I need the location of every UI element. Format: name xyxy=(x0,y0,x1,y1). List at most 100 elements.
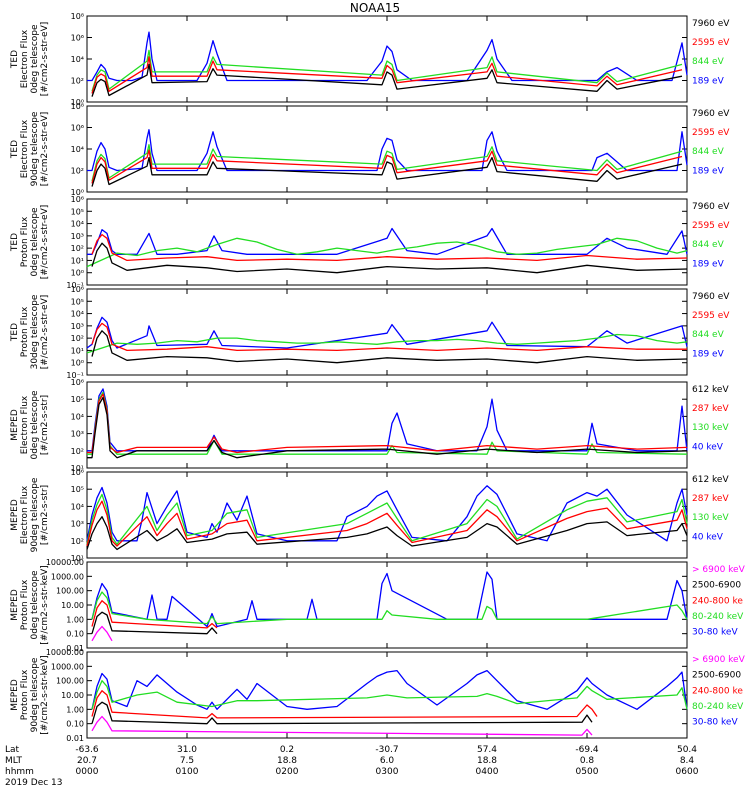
plot-frame xyxy=(86,198,688,286)
x-tick-label-mlt: 7.5 xyxy=(180,756,194,766)
y-axis-label-line: [#/cm2-s-str] xyxy=(40,485,50,545)
series-line-2595-ev xyxy=(91,233,688,262)
y-axis-label-line: MEPED xyxy=(10,499,20,531)
series-line-189-ev xyxy=(87,31,688,82)
y-axis-label: TED Electron Flux 0deg telescope [#/cm2-s-s… xyxy=(10,22,50,97)
series-line-80-240-kev xyxy=(91,680,688,710)
y-axis-label-line: [#/cm2-s-str-keV] xyxy=(40,565,50,644)
y-tick-label: 10⁴ xyxy=(71,502,84,511)
legend-entry: 189 eV xyxy=(692,259,725,269)
legend-entry: 2595 eV xyxy=(692,221,730,231)
panel-8: 0.010.101.0010.00100.001000.0010000.00ME… xyxy=(10,648,746,743)
legend-entry: > 6900 keV xyxy=(692,655,746,665)
x-tick-label-mlt: 18.8 xyxy=(277,756,297,766)
y-axis-label-line: [#/cm2-s-str-keV] xyxy=(40,655,50,734)
series-line-844-ev xyxy=(86,237,688,268)
y-tick-label: 100.00 xyxy=(56,677,84,686)
y-tick-label: 10⁶ xyxy=(71,195,84,204)
x-axis-labels: Lat MLT hhmm 2019 Dec 13 -63.6 31.0 0.2 -30… xyxy=(5,745,699,788)
y-axis-label-line: [#/cm2-s-str-eV] xyxy=(40,295,50,370)
legend-entry: 189 eV xyxy=(692,349,725,359)
y-tick-label: 100.00 xyxy=(56,587,84,596)
legend-entry: 80-240 keV xyxy=(692,612,744,622)
y-axis-label-line: Proton Flux xyxy=(20,669,30,720)
y-tick-label: 10⁵ xyxy=(71,297,84,306)
legend-entry: 40 keV xyxy=(692,442,724,452)
x-tick-label-mlt: 8.4 xyxy=(680,756,695,766)
y-tick-label: 10² xyxy=(71,77,84,86)
y-tick-label: 10³ xyxy=(71,232,84,241)
y-tick-label: 1.00 xyxy=(66,615,84,624)
y-tick-label: 10⁶ xyxy=(71,285,84,294)
y-tick-label: 10⁴ xyxy=(71,145,84,154)
series-line-287-kev xyxy=(86,500,688,547)
x-tick-label-hhmm: 0600 xyxy=(676,767,699,777)
plot-frame xyxy=(86,15,688,103)
y-tick-label: 10⁴ xyxy=(71,220,84,229)
series-line-612-kev xyxy=(87,396,688,459)
legend-entry: 7960 eV xyxy=(692,202,730,212)
figure-title: NOAA15 xyxy=(350,1,400,15)
y-tick-label: 1.00 xyxy=(66,705,84,714)
y-axis-label: MEPED Proton Flux 0deg telescope [#/cm2-s-s… xyxy=(10,565,50,644)
y-axis-label-line: 90deg telescope xyxy=(30,477,40,552)
legend-entry: 612 keV xyxy=(692,385,729,395)
y-axis-label-line: Proton Flux xyxy=(20,579,30,630)
series-line-189-ev xyxy=(87,227,688,255)
y-tick-label: 10⁴ xyxy=(71,412,84,421)
y-tick-label: 10⁰ xyxy=(71,188,84,197)
x-tick-label-mlt: 20.7 xyxy=(77,756,97,766)
panel-5: 10¹ 10² 10³ 10⁴ 10⁵ 10⁶ MEPED Electron Flux 0deg… xyxy=(10,378,729,473)
legend-entry: > 6900 keV xyxy=(692,565,746,575)
y-tick-label: 10¹ xyxy=(71,346,84,355)
y-tick-label: 10⁻¹ xyxy=(66,371,84,380)
y-axis-label-line: MEPED xyxy=(10,589,20,621)
y-tick-label: 1000.00 xyxy=(51,572,84,581)
series-line-240-800-ke xyxy=(91,600,218,629)
x-tick-label-hhmm: 0400 xyxy=(476,767,499,777)
series-line--6900-kev xyxy=(91,715,593,736)
series-line-7960-ev xyxy=(91,156,683,187)
y-tick-label: 10⁵ xyxy=(71,485,84,494)
legend-entry: 30-80 keV xyxy=(692,628,738,638)
series-line-2500-6900 xyxy=(91,611,218,635)
y-tick-label: 10² xyxy=(71,167,84,176)
legend-entry: 287 keV xyxy=(692,404,729,414)
y-tick-label: 10³ xyxy=(71,322,84,331)
x-tick-label-mlt: 18.8 xyxy=(477,756,497,766)
y-tick-label: 10⁻¹ xyxy=(66,281,84,290)
y-axis-label-line: [#/cm2-s-str-eV] xyxy=(40,112,50,187)
y-tick-label: 10000.00 xyxy=(46,558,84,567)
y-axis-label-line: 90deg telescope xyxy=(30,111,40,186)
y-tick-label: 10.00 xyxy=(61,601,84,610)
series-line-80-240-kev xyxy=(91,591,688,625)
legend-entry: 30-80 keV xyxy=(692,718,738,728)
y-axis-label-line: Proton Flux xyxy=(20,306,30,357)
x-tick-label-lat: -30.7 xyxy=(375,745,398,755)
panel-2: 10⁰ 10² 10⁴ 10⁶ 10⁸ TED Electron Flux 90deg tel… xyxy=(10,102,730,197)
series-line-189-ev xyxy=(87,129,688,172)
y-tick-label: 10² xyxy=(71,447,84,456)
y-axis-label-line: Proton Flux xyxy=(20,216,30,267)
y-axis-label: TED Proton Flux 30deg telescope [#/cm2-s-st… xyxy=(10,294,50,369)
x-row-label-lat: Lat xyxy=(5,745,20,755)
legend-entry: 7960 eV xyxy=(692,109,730,119)
series-line-287-kev xyxy=(87,393,688,454)
series-line-240-800-ke xyxy=(91,690,598,719)
legend-entry: 2595 eV xyxy=(692,38,730,48)
y-tick-label: 10⁶ xyxy=(71,124,84,133)
series-line-2595-ev xyxy=(91,322,687,352)
y-axis-label: MEPED Electron Flux 90deg telescope [#/cm2-… xyxy=(10,477,50,552)
y-axis-label-line: MEPED xyxy=(10,409,20,441)
y-tick-label: 10⁶ xyxy=(71,378,84,387)
y-tick-label: 10¹ xyxy=(71,464,84,473)
series-line-612-kev xyxy=(86,516,688,551)
legend-entry: 189 eV xyxy=(692,166,725,176)
y-tick-label: 0.10 xyxy=(66,720,84,729)
panel-6: 10¹ 10² 10³ 10⁴ 10⁵ 10⁶ MEPED Electron Flux 90de… xyxy=(10,468,729,563)
y-tick-label: 10⁶ xyxy=(71,468,84,477)
series-line-30-80-kev xyxy=(91,669,688,710)
y-tick-label: 0.01 xyxy=(66,734,84,743)
x-tick-label-lat: 31.0 xyxy=(177,745,197,755)
